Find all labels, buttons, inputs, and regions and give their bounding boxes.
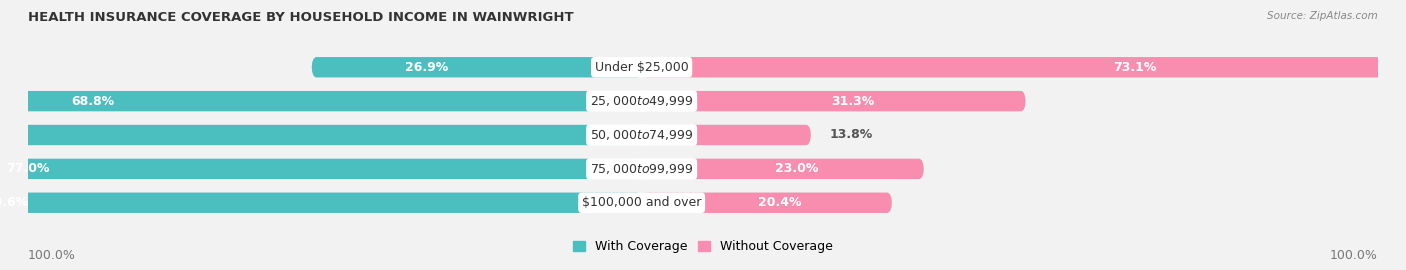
Text: $100,000 and over: $100,000 and over — [582, 196, 702, 209]
FancyBboxPatch shape — [641, 159, 924, 179]
FancyBboxPatch shape — [641, 125, 811, 145]
Text: Under $25,000: Under $25,000 — [595, 61, 689, 74]
FancyBboxPatch shape — [641, 57, 1406, 77]
Text: 31.3%: 31.3% — [831, 94, 875, 108]
Text: 13.8%: 13.8% — [830, 129, 873, 141]
Text: 26.9%: 26.9% — [405, 61, 449, 74]
FancyBboxPatch shape — [641, 193, 891, 213]
FancyBboxPatch shape — [312, 57, 1406, 77]
FancyBboxPatch shape — [0, 193, 641, 213]
FancyBboxPatch shape — [0, 91, 641, 111]
FancyBboxPatch shape — [312, 57, 641, 77]
Text: 77.0%: 77.0% — [6, 162, 49, 176]
FancyBboxPatch shape — [641, 91, 1026, 111]
Text: HEALTH INSURANCE COVERAGE BY HOUSEHOLD INCOME IN WAINWRIGHT: HEALTH INSURANCE COVERAGE BY HOUSEHOLD I… — [28, 11, 574, 24]
FancyBboxPatch shape — [0, 193, 891, 213]
Text: $75,000 to $99,999: $75,000 to $99,999 — [591, 162, 693, 176]
Text: 20.4%: 20.4% — [758, 196, 801, 209]
Text: $25,000 to $49,999: $25,000 to $49,999 — [591, 94, 693, 108]
FancyBboxPatch shape — [0, 125, 641, 145]
Legend: With Coverage, Without Coverage: With Coverage, Without Coverage — [568, 235, 838, 258]
FancyBboxPatch shape — [0, 125, 811, 145]
Text: Source: ZipAtlas.com: Source: ZipAtlas.com — [1267, 11, 1378, 21]
FancyBboxPatch shape — [0, 159, 924, 179]
Text: 79.6%: 79.6% — [0, 196, 28, 209]
Text: 68.8%: 68.8% — [72, 94, 114, 108]
FancyBboxPatch shape — [0, 159, 641, 179]
FancyBboxPatch shape — [0, 91, 1026, 111]
Text: 100.0%: 100.0% — [1330, 249, 1378, 262]
Text: 100.0%: 100.0% — [28, 249, 76, 262]
Text: 73.1%: 73.1% — [1114, 61, 1157, 74]
Text: $50,000 to $74,999: $50,000 to $74,999 — [591, 128, 693, 142]
Text: 23.0%: 23.0% — [775, 162, 818, 176]
